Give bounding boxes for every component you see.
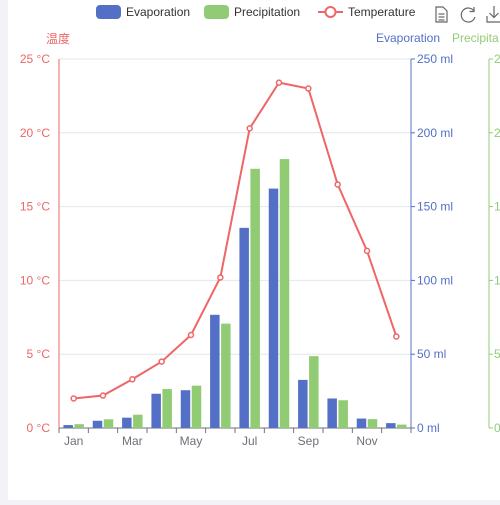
x-tick-label: Jan xyxy=(64,434,83,448)
temperature-point[interactable] xyxy=(129,376,136,383)
evaporation-tick-label: 50 ml xyxy=(417,347,446,361)
data-view-icon[interactable] xyxy=(435,6,448,23)
evaporation-bar[interactable] xyxy=(210,314,220,428)
evaporation-bar[interactable] xyxy=(356,418,367,428)
temperature-point[interactable] xyxy=(275,79,283,86)
precipitation-axis-name: Precipita xyxy=(452,31,499,45)
temperature-point[interactable] xyxy=(363,247,371,255)
temperature-tick-label: 5 °C xyxy=(27,347,51,361)
restore-icon-arrow xyxy=(469,7,475,13)
evaporation-bar[interactable] xyxy=(122,417,132,428)
temperature-tick-label: 25 °C xyxy=(20,52,50,66)
precipitation-bar[interactable] xyxy=(397,424,407,428)
precipitation-bar[interactable] xyxy=(221,323,231,428)
temperature-tick-label: 0 °C xyxy=(27,421,51,435)
temperature-point[interactable] xyxy=(334,181,341,188)
x-tick-label: Nov xyxy=(356,434,377,448)
precipitation-tick-label: 5 xyxy=(494,347,500,361)
legend[interactable]: Evaporation Precipitation Temperature xyxy=(96,5,416,19)
evaporation-tick-label: 100 ml xyxy=(417,273,453,287)
precipitation-bar[interactable] xyxy=(250,168,260,429)
restore-icon-arc xyxy=(460,7,476,23)
x-tick-label: Jul xyxy=(242,434,257,448)
temperature-legend-marker xyxy=(324,6,337,18)
save-image-icon[interactable] xyxy=(486,6,500,23)
temperature-tick-label: 15 °C xyxy=(20,200,50,214)
legend-label-precipitation: Precipitation xyxy=(234,5,300,19)
evaporation-bar[interactable] xyxy=(151,393,161,428)
temperature-tick-label: 10 °C xyxy=(20,273,50,287)
evaporation-legend-swatch xyxy=(96,5,121,19)
legend-item-precipitation[interactable]: Precipitation xyxy=(204,5,300,19)
evaporation-axis-name: Evaporation xyxy=(376,31,440,45)
precipitation-tick-label: 15 xyxy=(494,200,500,214)
precipitation-bar[interactable] xyxy=(367,419,378,428)
precipitation-tick-label: 0 xyxy=(494,421,500,435)
evaporation-bar[interactable] xyxy=(239,227,249,428)
precipitation-bar[interactable] xyxy=(162,389,172,428)
x-tick-label: Mar xyxy=(122,434,143,448)
precipitation-tick-label: 20 xyxy=(494,126,500,140)
evaporation-bar[interactable] xyxy=(180,390,191,428)
temperature-point[interactable] xyxy=(99,392,107,399)
evaporation-tick-label: 0 ml xyxy=(417,421,440,435)
precipitation-tick-label: 2 xyxy=(494,52,500,66)
toolbox[interactable] xyxy=(435,6,500,23)
evaporation-bar[interactable] xyxy=(327,398,337,428)
precipitation-bar[interactable] xyxy=(191,385,202,428)
temperature-point[interactable] xyxy=(305,85,312,92)
restore-icon[interactable] xyxy=(460,7,476,23)
legend-label-temperature: Temperature xyxy=(348,5,416,19)
precipitation-bar[interactable] xyxy=(74,424,84,428)
precipitation-bar[interactable] xyxy=(309,356,319,428)
temperature-line xyxy=(73,81,398,400)
precipitation-tick-label: 10 xyxy=(494,273,500,287)
precipitation-legend-swatch xyxy=(204,5,229,19)
data-view-icon-page xyxy=(435,6,448,23)
evaporation-bar[interactable] xyxy=(63,425,73,428)
evaporation-tick-label: 150 ml xyxy=(417,200,453,214)
legend-item-temperature[interactable]: Temperature xyxy=(318,5,416,19)
x-tick-label: Sep xyxy=(298,434,320,448)
temperature-point[interactable] xyxy=(246,125,253,132)
evaporation-tick-label: 250 ml xyxy=(417,52,453,66)
evaporation-bar[interactable] xyxy=(268,188,279,428)
legend-label-evaporation: Evaporation xyxy=(126,5,190,19)
evaporation-bar[interactable] xyxy=(298,379,308,428)
temperature-point[interactable] xyxy=(187,331,195,339)
evaporation-tick-label: 200 ml xyxy=(417,126,453,140)
temperature-tick-label: 20 °C xyxy=(20,126,50,140)
precipitation-bar[interactable] xyxy=(279,159,290,428)
temperature-point[interactable] xyxy=(393,333,400,340)
evaporation-bar[interactable] xyxy=(386,423,396,428)
legend-item-evaporation[interactable]: Evaporation xyxy=(96,5,190,19)
x-tick-label: May xyxy=(180,434,203,448)
precipitation-bar[interactable] xyxy=(338,400,348,428)
precipitation-bar[interactable] xyxy=(103,419,114,428)
save-image-icon-tray xyxy=(486,16,500,23)
line-series xyxy=(70,79,400,402)
precipitation-bar[interactable] xyxy=(133,414,143,428)
evaporation-bar[interactable] xyxy=(92,420,103,428)
temperature-point[interactable] xyxy=(217,274,224,281)
axes: 温度 Evaporation Precipita 0 °C 5 °C 10 °C 15 °C… xyxy=(20,31,500,448)
save-image-icon-arrow xyxy=(489,12,499,19)
temperature-axis-name: 温度 xyxy=(46,31,70,46)
bar-series xyxy=(63,159,407,429)
temperature-point[interactable] xyxy=(158,358,165,365)
temperature-point[interactable] xyxy=(70,395,77,402)
